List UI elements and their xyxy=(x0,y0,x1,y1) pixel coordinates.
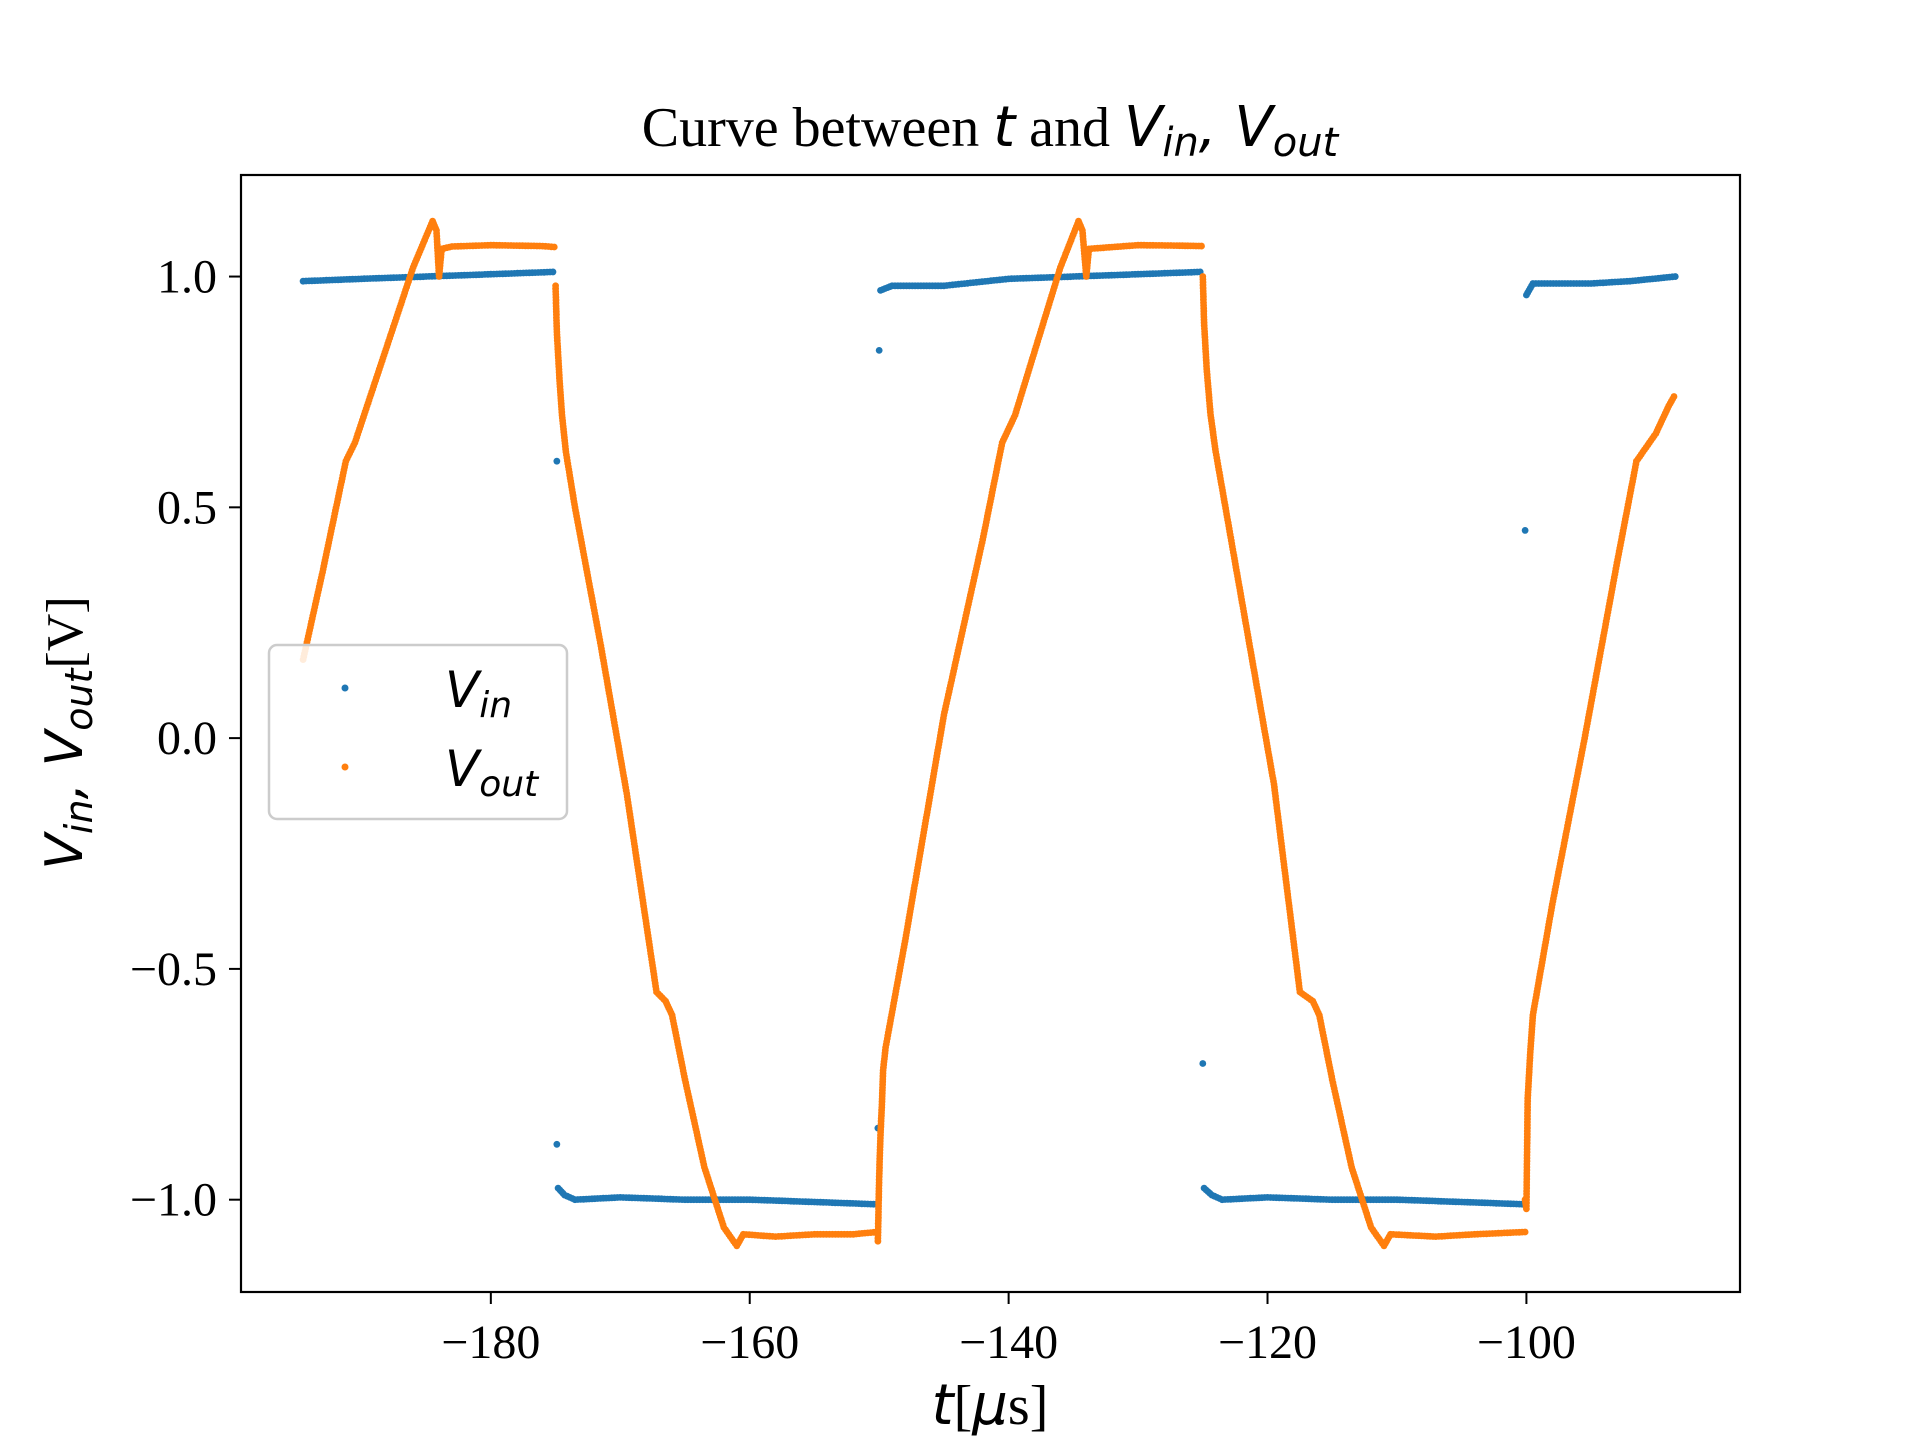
x-tick-label: −160 xyxy=(700,1316,799,1369)
chart-title: Curve between t and Vin, Vout xyxy=(642,95,1340,166)
y-axis-label: Vin, Vout[V] xyxy=(35,596,101,869)
y-axis: 1.0 0.5 0.0 −0.5 −1.0 xyxy=(130,251,241,1227)
data-point xyxy=(1199,1060,1207,1067)
y-tick-label: 1.0 xyxy=(157,251,217,304)
data-point xyxy=(1521,1228,1529,1236)
legend: Vin Vout xyxy=(267,643,569,821)
x-tick-label: −100 xyxy=(1477,1316,1576,1369)
data-point xyxy=(1198,242,1205,250)
axes-frame xyxy=(239,173,1742,1294)
legend-marker-vout xyxy=(341,763,349,771)
data-point xyxy=(549,268,557,276)
data-point xyxy=(553,1140,561,1148)
y-tick-label: 0.0 xyxy=(157,712,217,765)
x-tick-label: −180 xyxy=(441,1316,540,1369)
y-tick-label: −0.5 xyxy=(130,943,217,996)
y-tick-label: 0.5 xyxy=(157,481,217,534)
x-tick-label: −140 xyxy=(959,1316,1058,1369)
legend-label-vout: Vout xyxy=(445,740,540,805)
data-point xyxy=(550,243,558,251)
data-layer xyxy=(299,217,1679,1250)
data-point xyxy=(1521,527,1529,534)
x-axis: −180 −160 −140 −120 −100 xyxy=(441,1292,1576,1369)
y-tick-label: −1.0 xyxy=(130,1174,217,1227)
legend-label-vin: Vin xyxy=(445,661,512,726)
data-point xyxy=(1670,393,1678,400)
data-point xyxy=(1671,273,1679,280)
series-in xyxy=(299,268,1679,1208)
data-point xyxy=(875,346,883,354)
x-tick-label: −120 xyxy=(1218,1316,1317,1369)
data-point xyxy=(553,457,561,465)
x-axis-label: t[μs] xyxy=(932,1373,1049,1438)
series-out xyxy=(299,217,1678,1250)
legend-marker-vin xyxy=(341,684,349,692)
